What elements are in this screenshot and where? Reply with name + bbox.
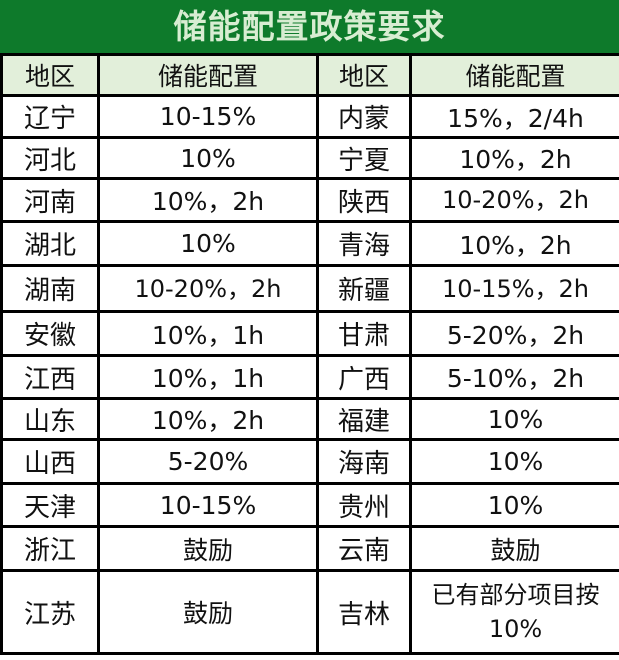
header-storage: 储能配置 [97, 53, 319, 97]
storage-config-cell: 10-15%，2h [409, 264, 619, 313]
region-cell: 河南 [0, 177, 100, 223]
table-row: 安徽 10%，1h 甘肃 5-20%，2h [0, 310, 619, 357]
region-cell: 浙江 [0, 525, 100, 572]
region-cell: 天津 [0, 482, 100, 528]
table-row: 河南 10%，2h 陕西 10-20%，2h [0, 177, 619, 223]
region-cell: 山西 [0, 438, 100, 485]
region-cell: 山东 [0, 397, 100, 441]
table-row: 河北 10% 宁夏 10%，2h [0, 136, 619, 180]
storage-config-cell: 10%，2h [409, 220, 619, 267]
storage-config-cell: 10% [409, 438, 619, 485]
region-cell: 安徽 [0, 310, 100, 357]
region-cell: 湖南 [0, 264, 100, 313]
table-row: 辽宁 10-15% 内蒙 15%，2/4h [0, 94, 619, 139]
table-row: 山西 5-20% 海南 10% [0, 438, 619, 485]
header-row: 地区 储能配置 地区 储能配置 [0, 53, 619, 97]
region-cell: 宁夏 [316, 136, 412, 180]
storage-config-cell: 10%，2h [409, 136, 619, 180]
region-cell: 江苏 [0, 569, 100, 655]
table-row: 浙江 鼓励 云南 鼓励 [0, 525, 619, 572]
region-cell: 海南 [316, 438, 412, 485]
header-region: 地区 [0, 53, 100, 97]
storage-config-cell: 10%，2h [97, 397, 319, 441]
storage-config-cell: 鼓励 [409, 525, 619, 572]
region-cell: 甘肃 [316, 310, 412, 357]
region-cell: 福建 [316, 397, 412, 441]
table-row: 湖北 10% 青海 10%，2h [0, 220, 619, 267]
table-title: 储能配置政策要求 [0, 0, 619, 53]
region-cell: 青海 [316, 220, 412, 267]
storage-config-cell: 已有部分项目按10% [409, 569, 619, 655]
storage-config-cell: 10-20%，2h [97, 264, 319, 313]
region-cell: 河北 [0, 136, 100, 180]
storage-config-cell: 10-15% [97, 94, 319, 139]
storage-config-cell: 10-15% [97, 482, 319, 528]
region-cell: 广西 [316, 354, 412, 400]
storage-config-cell: 10% [409, 397, 619, 441]
storage-config-cell: 鼓励 [97, 525, 319, 572]
storage-config-cell: 10% [97, 220, 319, 267]
region-cell: 辽宁 [0, 94, 100, 139]
storage-config-cell: 10%，1h [97, 310, 319, 357]
region-cell: 贵州 [316, 482, 412, 528]
region-cell: 江西 [0, 354, 100, 400]
storage-config-cell: 10% [409, 482, 619, 528]
storage-config-cell: 5-20% [97, 438, 319, 485]
policy-table: 地区 储能配置 地区 储能配置 辽宁 10-15% 内蒙 15%，2/4h 河北 10% 宁… [0, 53, 619, 655]
region-cell: 湖北 [0, 220, 100, 267]
storage-config-cell: 10%，1h [97, 354, 319, 400]
storage-config-cell: 5-20%，2h [409, 310, 619, 357]
region-cell: 新疆 [316, 264, 412, 313]
region-cell: 陕西 [316, 177, 412, 223]
storage-config-cell: 10%，2h [97, 177, 319, 223]
table-row: 江西 10%，1h 广西 5-10%，2h [0, 354, 619, 400]
header-region: 地区 [316, 53, 412, 97]
storage-config-cell: 10-20%，2h [409, 177, 619, 223]
storage-config-cell: 5-10%，2h [409, 354, 619, 400]
table-row: 江苏 鼓励 吉林 已有部分项目按10% [0, 569, 619, 655]
region-cell: 吉林 [316, 569, 412, 655]
region-cell: 内蒙 [316, 94, 412, 139]
table-row: 湖南 10-20%，2h 新疆 10-15%，2h [0, 264, 619, 313]
storage-config-cell: 鼓励 [97, 569, 319, 655]
table-row: 天津 10-15% 贵州 10% [0, 482, 619, 528]
table-row: 山东 10%，2h 福建 10% [0, 397, 619, 441]
region-cell: 云南 [316, 525, 412, 572]
header-storage: 储能配置 [409, 53, 619, 97]
storage-config-cell: 15%，2/4h [409, 94, 619, 139]
storage-config-cell: 10% [97, 136, 319, 180]
